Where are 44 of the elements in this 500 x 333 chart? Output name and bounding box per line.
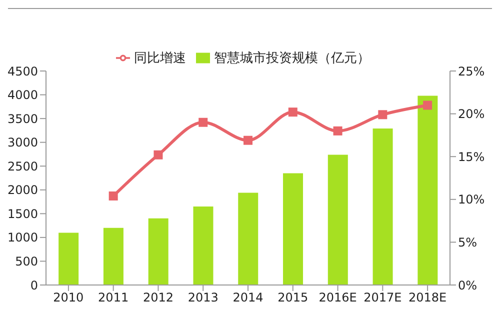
bar [103, 228, 124, 285]
bar [372, 128, 393, 285]
y-tick-label: 4000 [7, 88, 38, 102]
x-tick-label: 2010 [53, 290, 84, 305]
legend-label: 智慧城市投资规模（亿元） [214, 51, 370, 66]
x-tick-label: 2013 [188, 290, 218, 305]
x-tick-label: 2012 [142, 290, 174, 305]
y2-tick-label: 0% [458, 278, 478, 292]
bar [148, 218, 168, 285]
x-tick-label: 2011 [98, 290, 129, 305]
point [378, 110, 388, 120]
bar [418, 96, 438, 285]
y-tick-label: 3500 [7, 112, 38, 126]
y-tick-label: 2000 [7, 183, 38, 198]
bar [238, 192, 258, 285]
bar [193, 206, 214, 285]
y-tick-label: 500 [15, 254, 38, 268]
y2-tick-label: 10% [458, 192, 485, 207]
y2-tick-label: 20% [458, 107, 485, 122]
x-tick-label: 2017E [364, 290, 402, 305]
point [108, 191, 118, 200]
point [288, 108, 298, 117]
y-tick-label: 1500 [7, 206, 38, 221]
bar [58, 232, 79, 285]
y2-tick-label: 25% [458, 64, 485, 78]
legend-label: 同比增速 [134, 51, 186, 66]
x-tick-label: 2018E [408, 290, 447, 305]
y-tick-label: 4500 [7, 64, 38, 78]
y-tick-label: 2500 [7, 159, 38, 174]
y2-tick-label: 5% [458, 235, 478, 250]
y-tick-label: 1000 [7, 230, 38, 245]
point [198, 118, 208, 127]
y-tick-label: 0 [30, 278, 38, 292]
x-tick-label: 2015 [278, 290, 308, 305]
point [244, 136, 252, 145]
bar [328, 154, 348, 285]
y-tick-label: 3000 [7, 136, 38, 150]
point [423, 100, 432, 110]
y2-tick-label: 15% [458, 150, 485, 164]
point [333, 126, 342, 136]
x-tick-label: 2016E [318, 290, 357, 305]
point [154, 150, 163, 160]
x-tick-label: 2014 [232, 290, 264, 305]
bar [283, 173, 304, 285]
